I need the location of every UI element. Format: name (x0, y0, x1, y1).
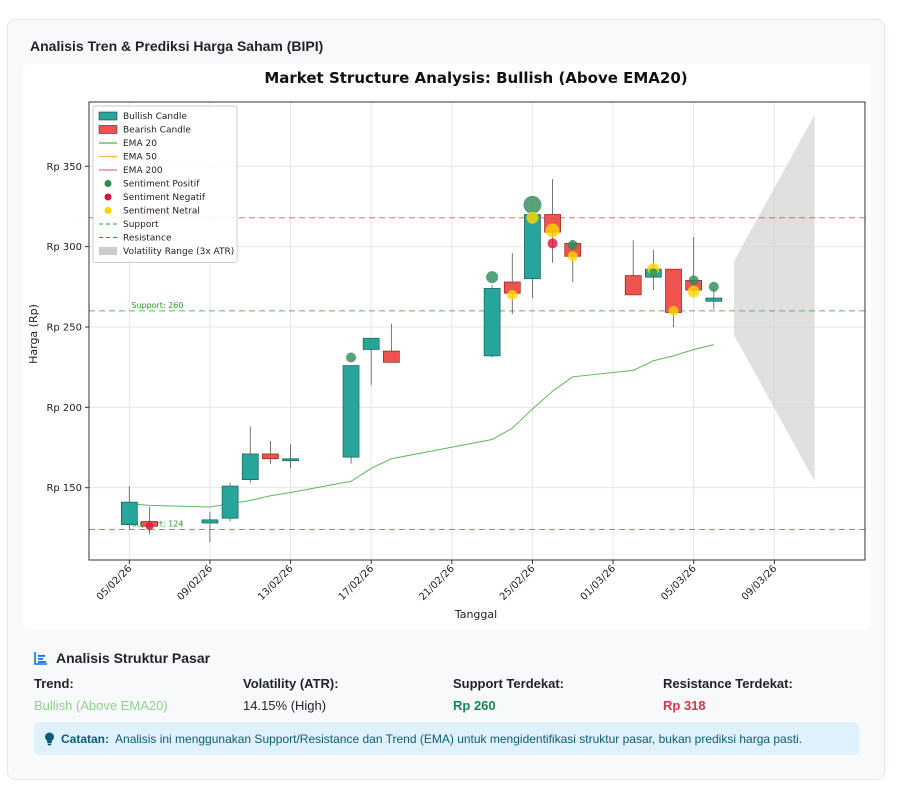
sentiment-positif-dot (567, 240, 578, 251)
sentiment-negatif-dot (547, 238, 558, 249)
bearish-candle (624, 275, 642, 296)
bullish-candle (483, 288, 501, 357)
bullish-candle (362, 337, 380, 350)
analysis-section-title: Analisis Struktur Pasar (34, 650, 210, 666)
legend-label: Sentiment Negatif (123, 193, 206, 203)
sentiment-positif-dot (708, 281, 719, 292)
candlestick-chart: Market Structure Analysis: Bullish (Abov… (27, 69, 866, 621)
bullish-candle (241, 453, 259, 480)
resistance-label: Resistance Terdekat: (663, 676, 793, 691)
x-tick-label: 21/02/26 (417, 563, 457, 603)
bullish-candle (342, 365, 360, 458)
y-tick-label: Rp 250 (46, 322, 82, 333)
support-label: Support: 260 (131, 301, 183, 310)
trend-value: Bullish (Above EMA20) (34, 698, 168, 713)
sentiment-netral-dot (507, 289, 518, 300)
chart-container: Market Structure Analysis: Bullish (Abov… (23, 64, 871, 629)
sentiment-positif-dot (649, 268, 658, 277)
legend-swatch (98, 125, 118, 134)
legend-swatch (98, 111, 118, 121)
support-value: Rp 260 (453, 698, 496, 713)
bullish-candle (221, 485, 239, 519)
x-tick-label: 05/02/26 (95, 563, 135, 603)
legend-label: Resistance (123, 234, 172, 244)
x-tick-label: 17/02/26 (337, 563, 377, 603)
bearish-candle (382, 350, 400, 363)
sentiment-positif-dot (523, 195, 542, 214)
bullish-candle (282, 458, 299, 462)
bearish-candle (262, 453, 279, 460)
legend-label: Volatility Range (3x ATR) (123, 247, 234, 257)
y-tick-label: Rp 300 (46, 242, 82, 253)
sentiment-positif-dot (346, 352, 357, 363)
sentiment-netral-dot (526, 211, 539, 224)
sentiment-netral-dot (567, 251, 578, 262)
analysis-card: Analisis Tren & Prediksi Harga Saham (BI… (7, 19, 885, 780)
x-tick-label: 05/03/26 (659, 563, 699, 603)
legend-label: Sentiment Positif (123, 180, 200, 190)
sentiment-netral-dot (668, 305, 679, 316)
sentiment-positif-dot (688, 275, 699, 286)
card-title: Analisis Tren & Prediksi Harga Saham (BI… (30, 38, 324, 54)
x-tick-label: 01/03/26 (579, 563, 619, 603)
bullish-candle (705, 297, 723, 302)
lightbulb-icon (45, 732, 54, 745)
sentiment-netral-dot (545, 223, 560, 238)
support-label: Support Terdekat: (453, 676, 564, 691)
y-tick-label: Rp 200 (46, 403, 82, 414)
legend-swatch (104, 193, 112, 201)
legend-swatch (99, 247, 117, 255)
plot-frame (88, 101, 866, 561)
x-tick-label: 25/02/26 (498, 563, 538, 603)
trend-label: Trend: (34, 676, 74, 691)
volatility-value: 14.15% (High) (243, 698, 327, 713)
note-prefix: Catatan: (61, 731, 110, 746)
legend-label: EMA 20 (123, 139, 157, 149)
chart-bar-icon (34, 652, 47, 665)
legend-swatch (104, 207, 112, 214)
y-tick-label: Rp 150 (46, 483, 82, 494)
bullish-candle (120, 501, 138, 525)
sentiment-netral-dot (687, 285, 700, 298)
legend-label: EMA 200 (123, 166, 163, 176)
x-tick-label: 09/03/26 (740, 563, 780, 603)
legend-label: Bearish Candle (123, 126, 191, 136)
volatility-label: Volatility (ATR): (243, 676, 339, 691)
legend-label: Sentiment Netral (123, 207, 200, 217)
volatility-stat: Volatility (ATR): 14.15% (High) (243, 676, 443, 713)
legend-box (92, 105, 238, 263)
chart-title: Market Structure Analysis: Bullish (Abov… (264, 69, 687, 87)
resistance-value: Rp 318 (663, 698, 706, 713)
resistance-stat: Resistance Terdekat: Rp 318 (663, 676, 863, 713)
bullish-candle (524, 214, 541, 280)
y-tick-label: Rp 350 (46, 162, 82, 173)
sentiment-positif-dot (486, 271, 499, 284)
analysis-title: Analisis Struktur Pasar (56, 650, 211, 666)
legend-label: Support (123, 220, 159, 230)
chart-ylabel: Harga (Rp) (27, 304, 40, 364)
legend-swatch (104, 180, 112, 187)
legend-label: Bullish Candle (123, 112, 187, 122)
support-stat: Support Terdekat: Rp 260 (453, 676, 653, 713)
bullish-candle (201, 519, 219, 524)
x-tick-label: 09/02/26 (176, 563, 216, 603)
x-tick-label: 13/02/26 (256, 563, 296, 603)
sentiment-negatif-dot (145, 522, 154, 531)
note-text: Analisis ini menggunakan Support/Resista… (115, 731, 803, 746)
info-note: Catatan: Analisis ini menggunakan Suppor… (34, 722, 859, 755)
trend-stat: Trend: Bullish (Above EMA20) (34, 676, 234, 713)
volatility-cone (733, 114, 815, 482)
chart-xlabel: Tanggal (454, 608, 497, 621)
legend-label: EMA 50 (123, 153, 157, 163)
